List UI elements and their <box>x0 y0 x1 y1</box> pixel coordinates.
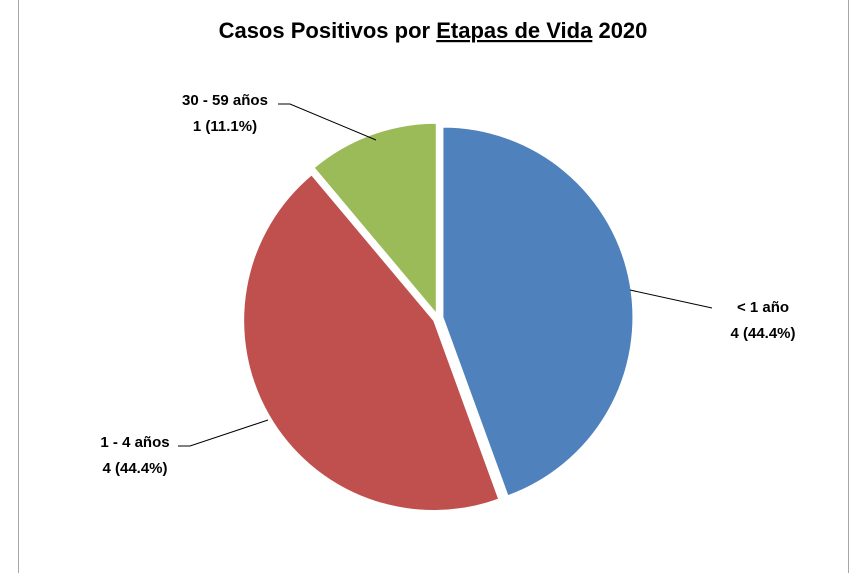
pie-slice <box>243 174 500 511</box>
slice-label: < 1 año <box>737 299 789 316</box>
leader-line <box>629 289 713 309</box>
title-part: 2020 <box>598 18 647 43</box>
slice-value-label: 1 (11.1%) <box>193 118 257 135</box>
slice-label: 1 - 4 años <box>100 434 169 451</box>
title-part: Casos Positivos por <box>219 18 431 43</box>
leader-line <box>278 103 377 141</box>
slice-label: 30 - 59 años <box>182 92 268 109</box>
chart-title: Casos Positivos por Etapas de Vida 2020 <box>219 18 648 43</box>
title-part: Etapas de Vida <box>436 18 593 43</box>
slice-value-label: 4 (44.4%) <box>730 325 795 342</box>
leader-line <box>178 419 269 447</box>
slice-value-label: 4 (44.4%) <box>102 460 167 477</box>
pie-slice <box>313 122 437 315</box>
pie-slice <box>442 126 634 497</box>
